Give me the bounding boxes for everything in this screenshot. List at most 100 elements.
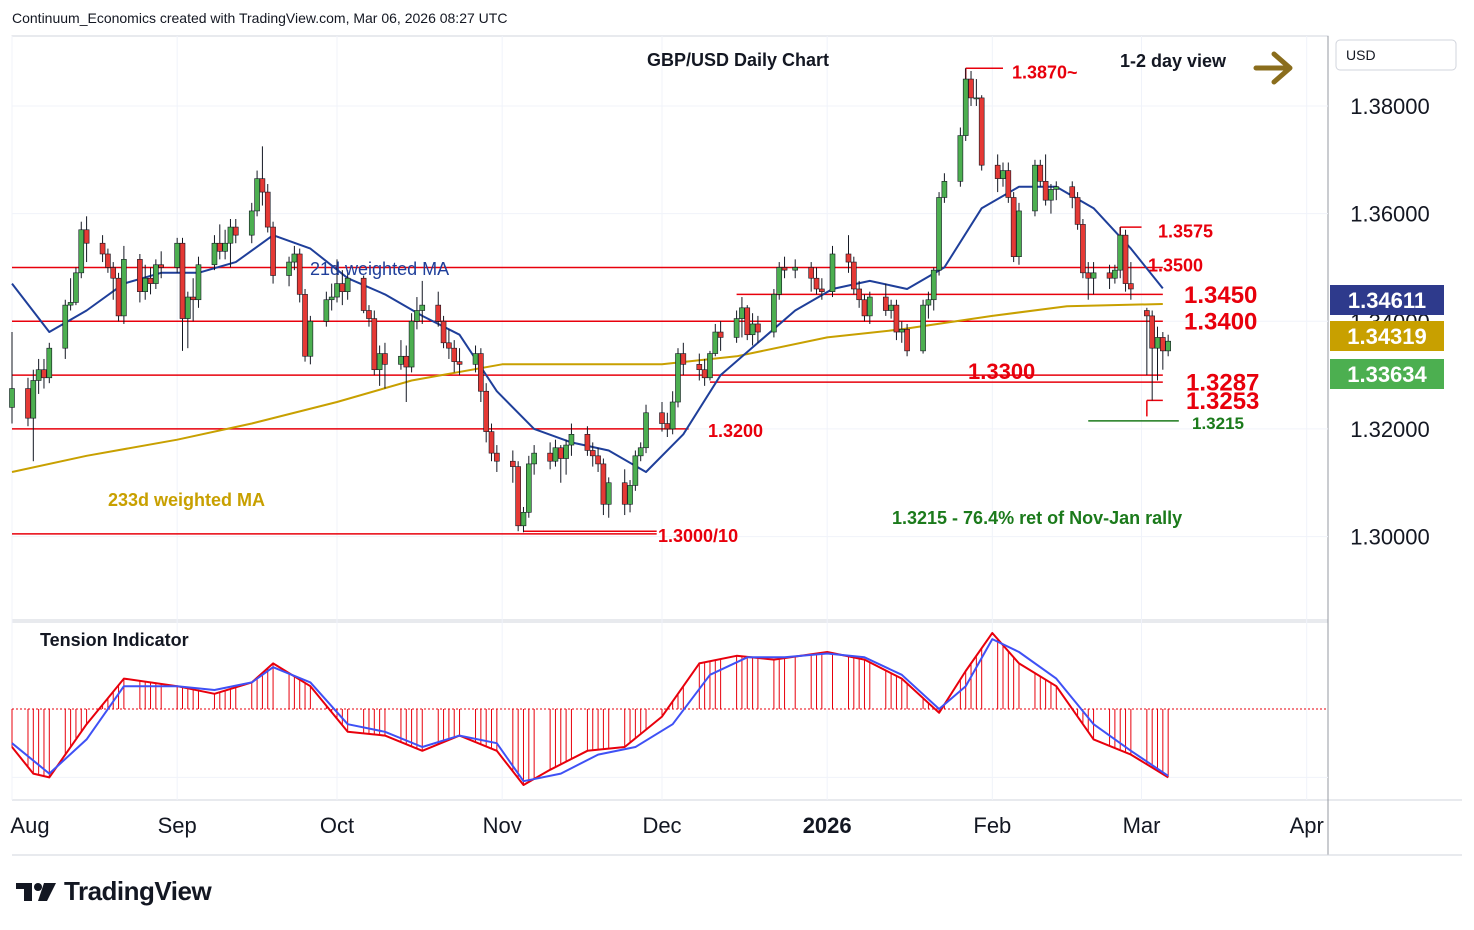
candle-body xyxy=(270,226,276,276)
tradingview-logo-text: TradingView xyxy=(64,876,212,906)
candle-body xyxy=(440,320,447,344)
candle-body xyxy=(669,401,676,430)
ma233-line xyxy=(11,303,1163,473)
candle-body xyxy=(771,294,777,333)
candle-body xyxy=(957,135,964,182)
candle-body xyxy=(851,261,857,290)
candle-body xyxy=(637,447,644,457)
candle-body xyxy=(264,191,271,228)
price-badge xyxy=(1330,285,1444,315)
chart-credit: Continuum_Economics created with Trading… xyxy=(12,10,508,26)
time-tick-label: Apr xyxy=(1290,813,1324,838)
candle-body xyxy=(739,307,745,319)
candle-body xyxy=(41,369,47,379)
level-label: 1.3500 xyxy=(1148,256,1203,276)
level-label: 1.3253 xyxy=(1186,388,1259,415)
candle-body xyxy=(1032,164,1038,212)
candle-body xyxy=(211,242,218,266)
candle-body xyxy=(733,318,740,338)
candle-body xyxy=(25,388,31,419)
candle-body xyxy=(78,229,85,274)
indicator-title: Tension Indicator xyxy=(40,630,189,650)
candle-body xyxy=(9,388,15,408)
candle-body xyxy=(941,181,948,198)
candle-body xyxy=(1053,186,1060,190)
candle-body xyxy=(398,355,404,365)
candle-body xyxy=(153,264,159,284)
candle-body xyxy=(494,452,500,462)
candle-body xyxy=(110,267,117,279)
candle-body xyxy=(344,277,351,292)
candle-body xyxy=(179,242,186,319)
level-label: 1.3400 xyxy=(1184,309,1257,336)
candle-body xyxy=(1010,197,1017,257)
time-tick-label: Dec xyxy=(642,813,681,838)
candle-body xyxy=(190,296,196,301)
candle-body xyxy=(792,267,799,271)
candle-body xyxy=(307,320,314,357)
candle-body xyxy=(994,164,1001,179)
candle-body xyxy=(366,310,372,319)
candle-body xyxy=(1160,337,1166,352)
candle-body xyxy=(1117,234,1124,271)
candle-body xyxy=(813,277,820,290)
candle-body xyxy=(510,460,516,467)
candle-body xyxy=(962,78,969,136)
time-tick-label: Sep xyxy=(158,813,197,838)
candle-body xyxy=(531,452,537,465)
candle-body xyxy=(1005,170,1012,198)
candle-body xyxy=(717,331,724,338)
candle-body xyxy=(115,277,122,317)
candle-body xyxy=(744,307,751,336)
candle-body xyxy=(30,380,37,419)
candle-body xyxy=(371,318,378,371)
candle-body xyxy=(158,264,164,268)
candle-body xyxy=(174,242,180,268)
candle-body xyxy=(73,272,79,303)
candle-body xyxy=(451,347,458,362)
candle-body xyxy=(621,482,628,505)
price-tick-label: 1.32000 xyxy=(1350,417,1430,442)
candle-body xyxy=(968,78,974,99)
candle-body xyxy=(323,299,330,322)
candle-body xyxy=(515,466,521,527)
candle-body xyxy=(382,353,388,365)
candle-body xyxy=(781,267,788,271)
candle-body xyxy=(435,304,442,322)
candle-body xyxy=(478,353,484,392)
candle-body xyxy=(920,304,926,352)
tradingview-logo[interactable]: TradingView xyxy=(14,876,212,907)
candle-body xyxy=(414,310,420,322)
candle-body xyxy=(1000,170,1006,179)
candle-body xyxy=(707,353,713,379)
candle-body xyxy=(1016,210,1022,257)
candle-body xyxy=(1144,310,1150,317)
candle-body xyxy=(898,329,905,333)
candle-body xyxy=(659,412,665,424)
candle-body xyxy=(930,269,937,301)
level-label: 1.3870~ xyxy=(1012,63,1078,83)
tension-signal-line xyxy=(11,638,1169,783)
candle-body xyxy=(328,296,335,301)
price-badge-label: 1.34319 xyxy=(1347,324,1427,349)
candle-body xyxy=(936,197,942,271)
level-label: 1.3200 xyxy=(708,421,763,441)
candle-body xyxy=(195,264,202,301)
candle-body xyxy=(403,355,410,368)
candle-body xyxy=(888,304,894,311)
currency-button[interactable] xyxy=(1335,39,1457,71)
candle-body xyxy=(882,296,889,311)
tradingview-logo-icon xyxy=(16,882,56,901)
candle-body xyxy=(360,277,367,311)
candle-body xyxy=(488,431,495,454)
candle-body xyxy=(520,512,527,527)
candle-body xyxy=(1106,272,1113,279)
price-badge-label: 1.34611 xyxy=(1348,288,1426,313)
candle-body xyxy=(701,369,708,379)
candle-body xyxy=(973,97,980,100)
price-chart[interactable]: 1.300001.320001.340001.360001.38000AugSe… xyxy=(0,0,1474,870)
candle-body xyxy=(808,267,814,279)
candle-body xyxy=(589,450,596,457)
candle-body xyxy=(1165,340,1171,352)
candle-body xyxy=(99,242,106,255)
